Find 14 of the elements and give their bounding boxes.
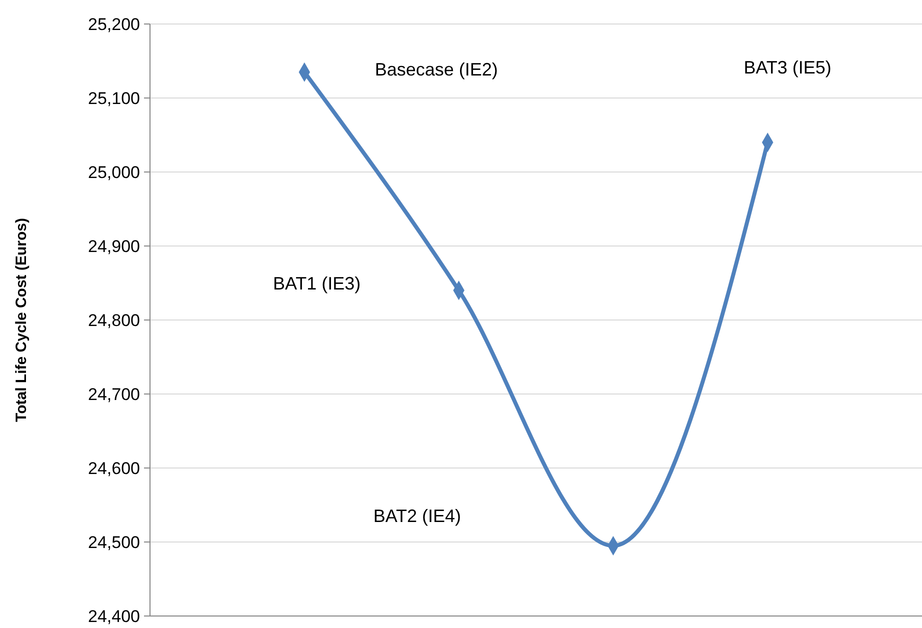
y-tick-label: 24,700 bbox=[88, 384, 140, 404]
y-tick-label: 24,400 bbox=[88, 606, 140, 626]
y-tick-label: 24,600 bbox=[88, 458, 140, 478]
y-tick-label: 25,000 bbox=[88, 162, 140, 182]
y-tick-label: 25,100 bbox=[88, 88, 140, 108]
annotation: BAT3 (IE5) bbox=[744, 58, 832, 78]
y-tick-label: 24,800 bbox=[88, 310, 140, 330]
annotation: BAT1 (IE3) bbox=[272, 274, 361, 294]
y-axis-title: Total Life Cycle Cost (Euros) bbox=[13, 218, 30, 422]
annotation: BAT2 (IE4) bbox=[373, 506, 462, 526]
y-tick-label: 24,900 bbox=[88, 236, 140, 256]
y-tick-label: 25,200 bbox=[88, 14, 140, 34]
annotation: Basecase (IE2) bbox=[374, 59, 498, 80]
y-tick-label: 24,500 bbox=[88, 532, 140, 552]
